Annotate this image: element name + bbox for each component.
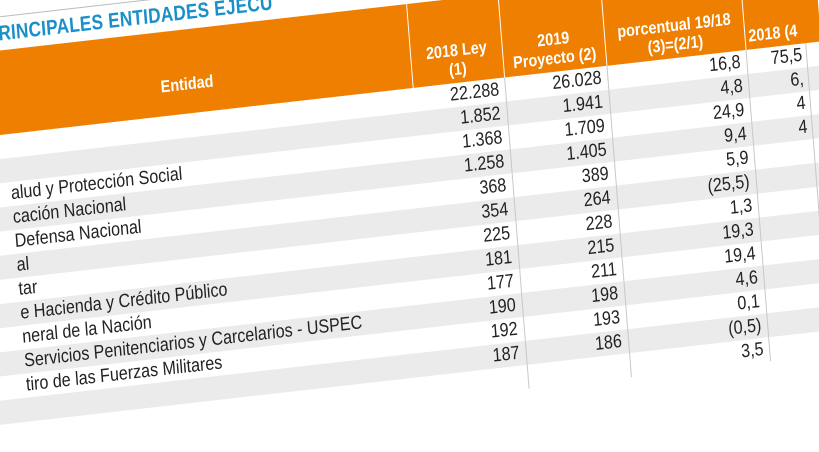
cell-proyecto-value: 264 [583,187,612,212]
cell-variacion-value: 4,8 [719,75,744,100]
cell-variacion-value: 0,1 [736,291,761,315]
cell-variacion-value: 9,4 [723,123,747,148]
cell-ley-value: 177 [486,270,515,295]
header-proyecto-label: 2019 Proyecto (2) [512,27,597,73]
cell-ley-value: 1.852 [459,103,502,129]
cell-ley-value: 190 [488,294,517,319]
cell-variacion-value: 19,3 [721,219,755,244]
cell-variacion-value: 1,3 [728,195,753,219]
cell-proyecto-value: 193 [592,306,622,331]
cell-entidad-value: al [15,253,30,276]
header-2018-label: 2018 (4 [747,21,798,46]
cell-ley-value: 1.258 [463,151,506,177]
cell-ley-value: 354 [480,198,510,223]
cell-proyecto-value: 1.941 [562,91,605,118]
cell-ley-value: 192 [490,318,519,343]
cell-ley-value: 181 [484,246,514,271]
cell-col2018-value: 6, [789,68,805,92]
cell-col2018-value: 4 [796,92,807,115]
cell-proyecto-value: 389 [581,163,610,188]
cell-variacion-value: 19,4 [723,243,757,268]
header-proyecto: 2019 Proyecto (2) [498,0,608,78]
cell-col2018-value: 4 [797,116,809,139]
cell-proyecto-value: 228 [585,211,614,236]
budget-table: RINCIPALES ENTIDADES EJECU Entidad 2018 … [0,0,819,427]
header-ley-label: 2018 Ley (1) [425,37,488,80]
header-entidad-label: Entidad [160,70,215,96]
cell-proyecto-value: 215 [586,235,616,260]
header-ley: 2018 Ley (1) [407,0,506,88]
cell-proyecto-value: 186 [594,330,623,355]
cell-proyecto-value: 1.405 [566,139,608,165]
cell-variacion-value: 5,9 [724,147,749,171]
cell-ley-value: 1.368 [461,127,504,153]
cell-variacion-value: (0,5) [727,315,763,340]
cell-proyecto-value: 211 [590,259,618,283]
cell-ley-value: 187 [492,342,521,367]
cell-proyecto-value: 198 [590,283,620,308]
cell-ley-value: 225 [482,222,512,247]
cell-variacion-value: 3,5 [739,339,764,363]
cell-entidad-value: tar [17,276,39,300]
cell-ley-value: 368 [478,174,508,199]
cell-col2018-value: 75,5 [770,44,803,70]
cell-variacion-value: 24,9 [712,99,746,125]
cell-variacion-value: 16,8 [708,51,742,77]
cell-variacion-value: 4,6 [734,267,759,291]
cell-proyecto-value: 1.709 [564,115,606,141]
